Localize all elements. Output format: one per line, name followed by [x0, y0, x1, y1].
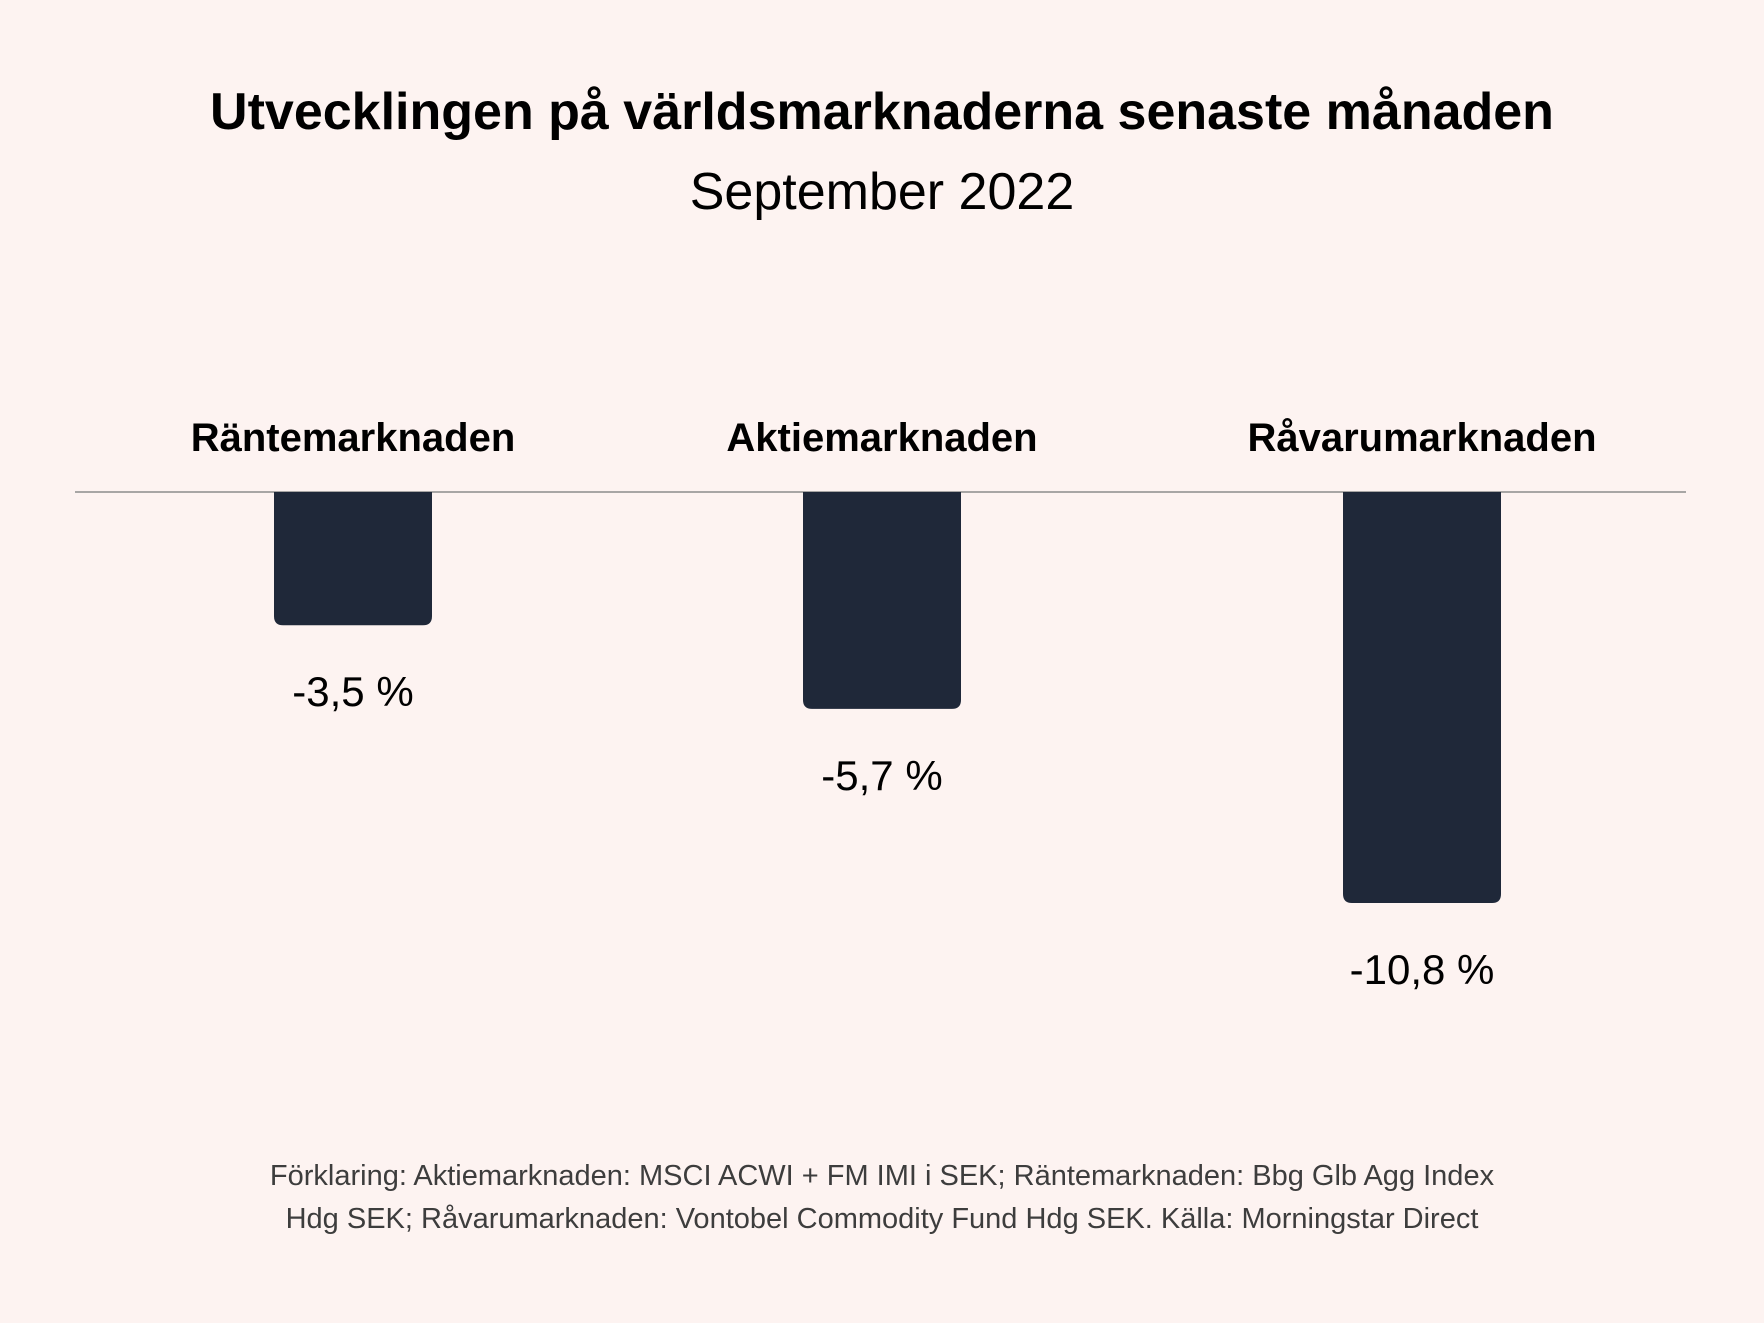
category-label-3: Råvarumarknaden: [1247, 416, 1596, 460]
bar-2: [803, 492, 961, 709]
data-label-2: -5,7 %: [821, 752, 942, 799]
category-label-1: Räntemarknaden: [191, 416, 516, 460]
category-label-2: Aktiemarknaden: [726, 416, 1037, 460]
bar-3: [1343, 492, 1501, 903]
data-label-1: -3,5 %: [292, 668, 413, 715]
chart-title: Utvecklingen på världsmarknaderna senast…: [210, 83, 1554, 141]
footnote-line-2: Hdg SEK; Råvarumarknaden: Vontobel Commo…: [285, 1203, 1479, 1235]
bar-1: [274, 492, 432, 626]
footnote: Förklaring: Aktiemarknaden: MSCI ACWI + …: [132, 1155, 1632, 1241]
footnote-line-1: Förklaring: Aktiemarknaden: MSCI ACWI + …: [269, 1160, 1495, 1192]
chart-subtitle: September 2022: [689, 163, 1075, 221]
data-label-3: -10,8 %: [1350, 946, 1495, 993]
